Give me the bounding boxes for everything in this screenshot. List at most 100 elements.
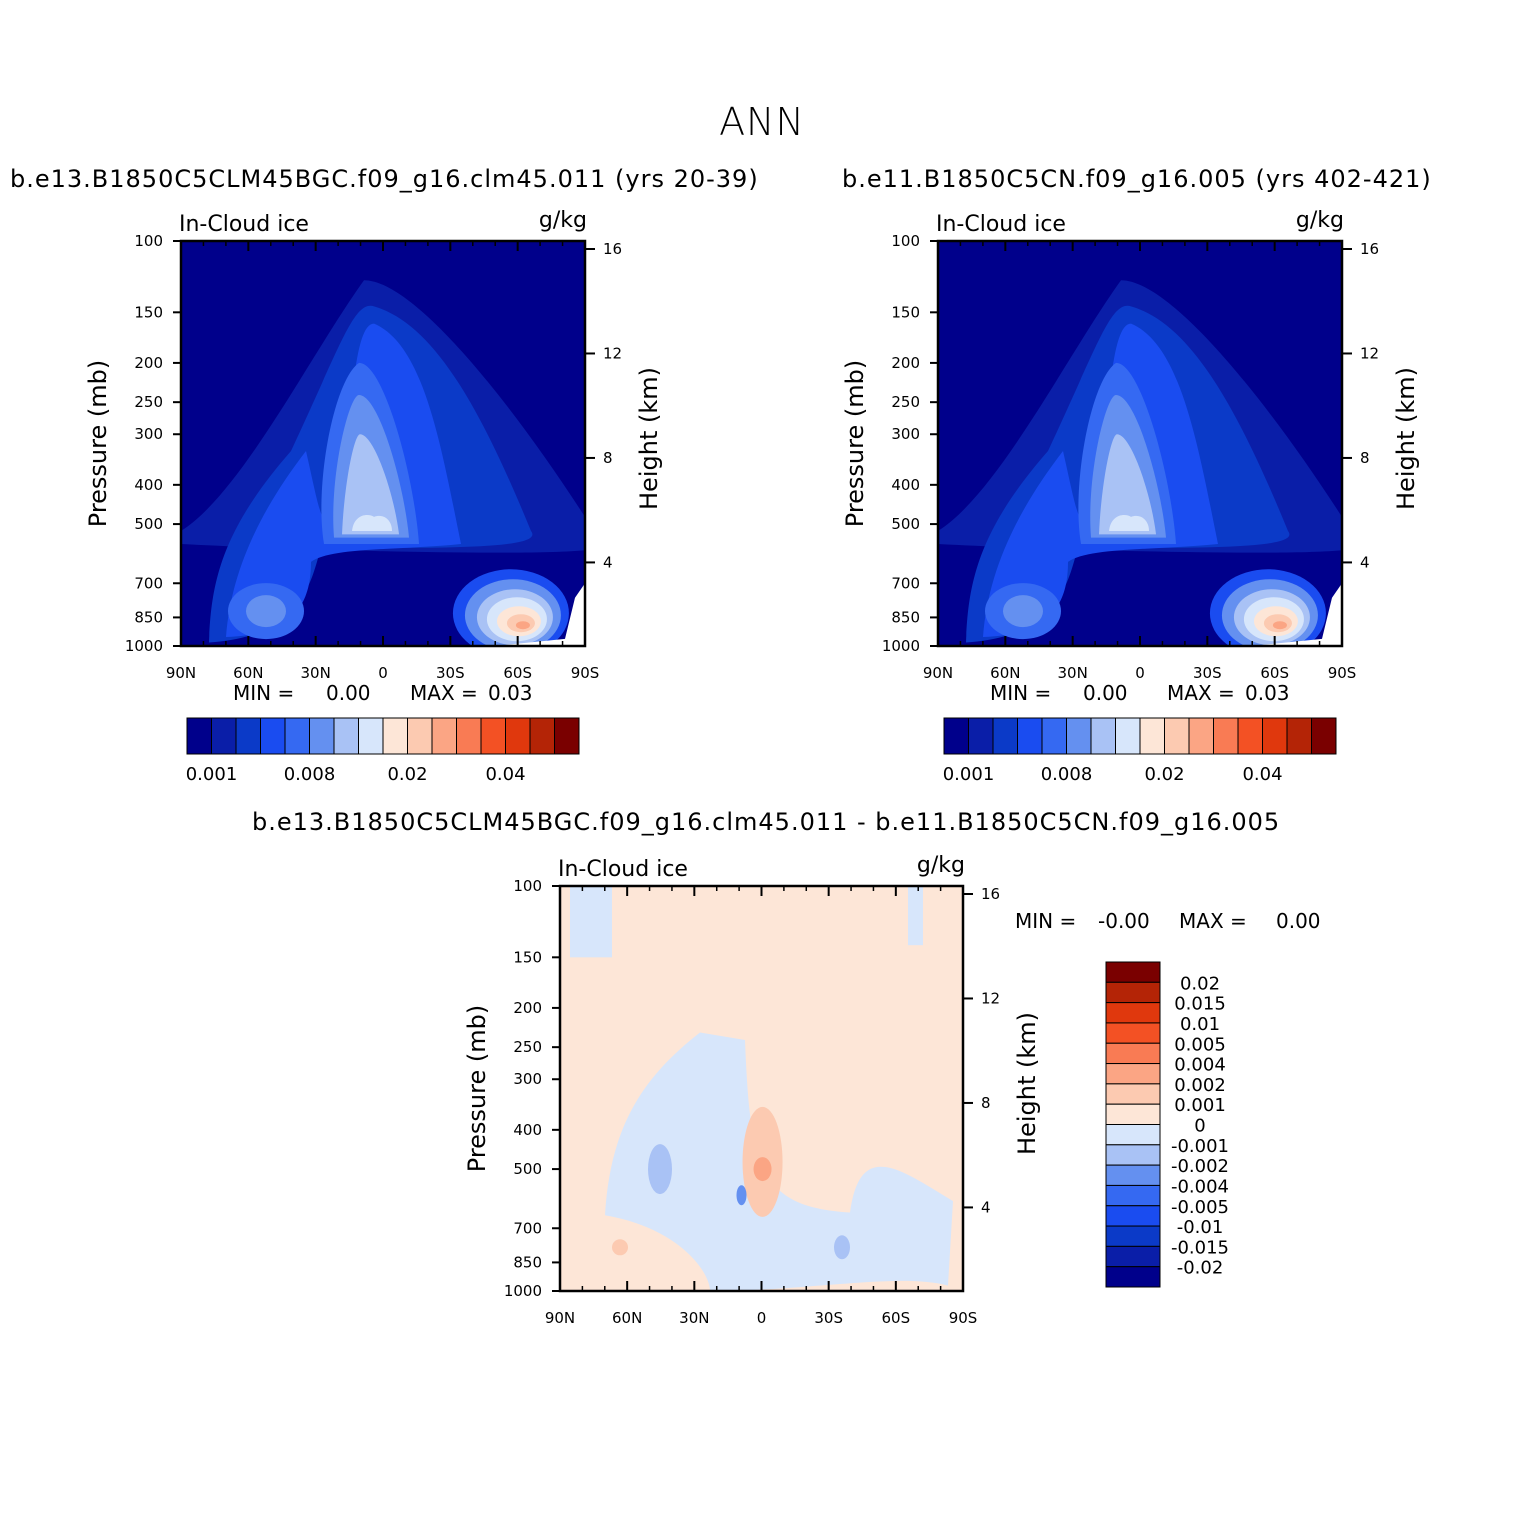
axes: 90N 60N 30N 0 30S 60S 90S 100 150 200 250 300 400 500… [84, 208, 663, 682]
diff-positive-nh-low [612, 1239, 628, 1256]
y-tick-label: 150 [134, 303, 163, 321]
colorbar-swatch [943, 717, 969, 755]
missing-topography [1252, 583, 1342, 646]
colorbar-swatch [1105, 1042, 1161, 1065]
y2-tick-label: 16 [1360, 240, 1379, 258]
y-tick-label: 850 [134, 608, 163, 626]
colorbar-swatch [1017, 717, 1043, 755]
colorbar-label: -0.02 [1177, 1258, 1224, 1279]
field-units: g/kg [917, 853, 965, 878]
colorbar-label: -0.005 [1171, 1197, 1229, 1218]
min-value: 0.00 [1083, 681, 1128, 705]
colorbar: 0.001 0.008 0.02 0.04 [943, 717, 1337, 785]
colorbar-swatch [1105, 1266, 1161, 1288]
field-name: In-Cloud ice [936, 212, 1066, 237]
colorbar-swatch [358, 717, 384, 755]
max-label: MAX = [410, 681, 478, 705]
contour-field [560, 886, 963, 1291]
colorbar-swatch [505, 717, 531, 755]
y2-tick-label: 4 [1360, 553, 1370, 571]
y2-tick-label: 8 [1360, 449, 1370, 467]
x-tick-label: 30N [679, 1309, 709, 1327]
x-tick-label: 0 [378, 664, 388, 682]
min-max-stats: MIN = 0.00 MAX = 0.03 [990, 681, 1290, 705]
y-axis-label: Pressure (mb) [84, 360, 112, 527]
colorbar-swatch [1105, 1205, 1161, 1227]
field-name: In-Cloud ice [179, 212, 309, 237]
y-tick-label: 100 [513, 877, 542, 895]
max-value: 0.03 [1245, 681, 1290, 705]
case2-title: b.e11.B1850C5CN.f09_g16.005 (yrs 402-421… [842, 165, 1432, 193]
colorbar-label: 0.02 [387, 764, 427, 785]
y2-axis-label: Height (km) [1013, 1012, 1041, 1155]
y-tick-label: 250 [891, 393, 920, 411]
colorbar-swatch [1090, 717, 1116, 755]
colorbar-label: -0.001 [1171, 1136, 1229, 1157]
min-value: 0.00 [326, 681, 371, 705]
y-tick-label: 200 [891, 354, 920, 372]
y2-tick-label: 12 [603, 344, 622, 362]
x-tick-label: 60N [233, 664, 263, 682]
colorbar-label: -0.015 [1171, 1237, 1229, 1258]
colorbar-swatch [260, 717, 286, 755]
x-tick-label: 90S [949, 1309, 978, 1327]
contour-band-3 [983, 323, 1218, 637]
y-tick-label: 700 [134, 574, 163, 592]
colorbar-label: 0.008 [284, 764, 336, 785]
y-tick-label: 300 [513, 1070, 542, 1088]
y-tick-label: 500 [891, 515, 920, 533]
colorbar-swatch [1105, 1022, 1161, 1044]
field-units: g/kg [539, 208, 587, 233]
colorbar-swatch [431, 717, 457, 755]
colorbar-label: 0.01 [1180, 1014, 1220, 1035]
diff-title: b.e13.B1850C5CLM45BGC.f09_g16.clm45.011 … [252, 808, 1281, 836]
colorbar: 0.020.0150.010.0050.0040.0020.0010-0.001… [1105, 961, 1229, 1288]
colorbar-swatch [1105, 1063, 1161, 1085]
x-tick-label: 90N [166, 664, 196, 682]
colorbar-swatch [1188, 717, 1214, 755]
min-label: MIN = [233, 681, 294, 705]
x-tick-label: 30N [1058, 664, 1088, 682]
colorbar-label: 0.02 [1144, 764, 1184, 785]
y-tick-label: 400 [891, 476, 920, 494]
colorbar-label: -0.01 [1177, 1217, 1224, 1238]
colorbar-swatch [186, 717, 212, 755]
colorbar-swatch [1105, 1245, 1161, 1268]
y-tick-label: 500 [134, 515, 163, 533]
colorbar-swatch [309, 717, 335, 755]
colorbar-label: 0.02 [1180, 973, 1220, 994]
panel-case1: 90N 60N 30N 0 30S 60S 90S 100 150 200 250 300 400 500… [84, 208, 663, 785]
colorbar-label: 0.005 [1174, 1034, 1226, 1055]
panel-case2: 90N 60N 30N 0 30S 60S 90S 100 150 200 250 300 400 500… [841, 208, 1420, 785]
y2-tick-label: 12 [981, 989, 1000, 1007]
diff-negative-sh [834, 1235, 850, 1260]
contour-field [938, 241, 1342, 646]
min-value: -0.00 [1098, 909, 1150, 933]
diff-negative-nh [648, 1144, 672, 1195]
y-tick-label: 150 [891, 303, 920, 321]
y-axis-label: Pressure (mb) [463, 1005, 491, 1172]
colorbar-swatch [1139, 717, 1165, 755]
colorbar-swatch [333, 717, 359, 755]
x-tick-label: 60S [882, 1309, 911, 1327]
colorbar-swatch [211, 717, 237, 755]
x-tick-label: 90S [571, 664, 600, 682]
colorbar-label: 0.001 [186, 764, 238, 785]
x-tick-label: 90N [545, 1309, 575, 1327]
colorbar-swatch [382, 717, 408, 755]
colorbar-swatch [1105, 1124, 1161, 1146]
y-tick-label: 150 [513, 948, 542, 966]
contour-sh-max-7 [515, 621, 530, 630]
field-name: In-Cloud ice [558, 857, 688, 882]
colorbar-swatch [480, 717, 506, 755]
colorbar-swatch [1105, 961, 1161, 983]
y-tick-label: 200 [134, 354, 163, 372]
colorbar-label: 0.008 [1041, 764, 1093, 785]
min-max-stats: MIN = -0.00 MAX = 0.00 [1015, 909, 1321, 933]
case1-title: b.e13.B1850C5CLM45BGC.f09_g16.clm45.011 … [10, 165, 759, 193]
max-label: MAX = [1179, 909, 1247, 933]
colorbar-swatch [1237, 717, 1263, 755]
field-units: g/kg [1296, 208, 1344, 233]
diff-positive-core [753, 1157, 772, 1182]
contour-sh-max-7 [1272, 621, 1287, 630]
